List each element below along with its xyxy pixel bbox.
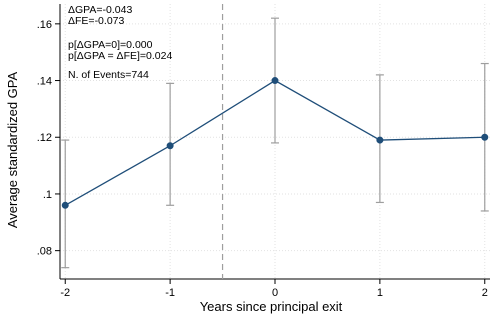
- y-tick-label: .1: [43, 189, 52, 201]
- y-tick-label: .16: [37, 19, 52, 31]
- x-axis-title: Years since principal exit: [200, 299, 343, 314]
- y-tick-label: .08: [37, 246, 52, 258]
- y-tick-labels: .08 .1 .12 .14 .16: [37, 19, 52, 258]
- x-tick-label: 0: [272, 287, 278, 299]
- data-point: [61, 201, 69, 209]
- y-tick-label: .12: [37, 132, 52, 144]
- axes: [55, 4, 490, 284]
- annotation-text: p[ΔGPA = ΔFE]=0.024: [68, 50, 172, 62]
- data-points: [61, 77, 489, 209]
- annotation-text: N. of Events=744: [68, 69, 149, 81]
- y-tick-label: .14: [37, 76, 52, 88]
- data-point: [376, 136, 384, 144]
- x-tick-label: 1: [377, 287, 383, 299]
- x-tick-label: -1: [165, 287, 175, 299]
- data-point: [481, 133, 489, 141]
- data-point: [271, 77, 279, 85]
- annotation-text: ΔGPA=-0.043: [68, 4, 132, 16]
- x-tick-label: -2: [60, 287, 70, 299]
- y-axis-title: Average standardized GPA: [5, 72, 20, 229]
- x-tick-label: 2: [482, 287, 488, 299]
- annotation-text: p[ΔGPA=0]=0.000: [68, 39, 153, 51]
- data-point: [166, 142, 174, 150]
- annotation-text: ΔFE=-0.073: [68, 15, 124, 27]
- x-tick-labels: -2 -1 0 1 2: [60, 287, 487, 299]
